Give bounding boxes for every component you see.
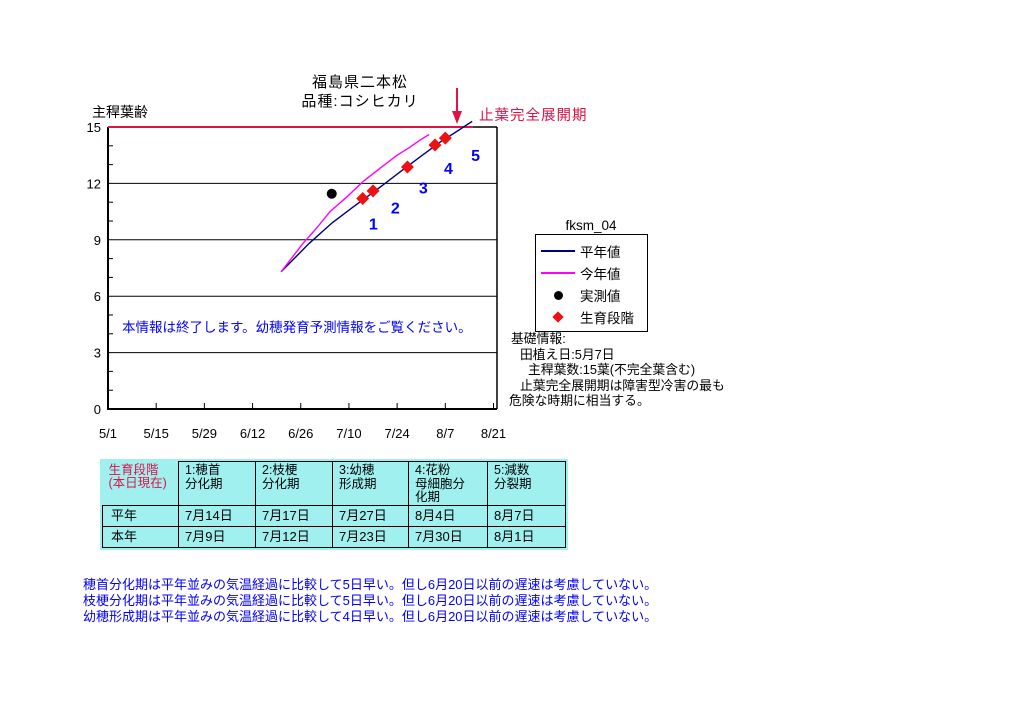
flag-leaf-note-2: 危険な時期に相当する。 [509, 393, 650, 408]
header-stage-4: 4:花粉 母細胞分 化期 [408, 461, 488, 506]
svg-text:9: 9 [94, 233, 101, 248]
legend-item-heinen: 平年値 [536, 240, 647, 262]
note-line-3: 幼穂形成期は平年並みの気温経過に比較して4日早い。但し6月20日以前の遅速は考慮… [83, 609, 658, 624]
header-stage-3: 3:幼穂 形成期 [332, 461, 409, 506]
cell-value: 7月9日 [178, 525, 256, 548]
flag-leaf-note-1: 止葉完全展開期は障害型冷害の最も [520, 377, 725, 393]
legend-box: 平年値 今年値 実測値 生育段階 [535, 234, 648, 332]
basic-info-heading: 基礎情報: [511, 331, 566, 346]
note-line-1: 穂首分化期は平年並みの気温経過に比較して5日早い。但し6月20日以前の遅速は考慮… [83, 577, 658, 592]
svg-text:3: 3 [94, 346, 101, 361]
svg-text:2: 2 [391, 200, 400, 217]
cell-value: 7月17日 [255, 504, 333, 527]
table-row: 平年 7月14日 7月17日 7月27日 8月4日 8月7日 [102, 504, 566, 527]
svg-text:0: 0 [94, 402, 101, 417]
table-row: 本年 7月9日 7月12日 7月23日 7月30日 8月1日 [102, 525, 566, 548]
table-header-row: 生育段階 (本日現在) 1:穂首 分化期 2:枝梗 分化期 3:幼穂 形成期 4… [103, 461, 566, 506]
cell-value: 7月14日 [178, 504, 256, 527]
header-stage-5: 5:減数 分裂期 [487, 461, 566, 506]
y-axis-title: 主稈葉齢 [92, 104, 148, 120]
legend-title: fksm_04 [565, 218, 617, 233]
cell-value: 7月27日 [332, 504, 409, 527]
header-stage-today: 生育段階 (本日現在) [108, 462, 167, 490]
svg-text:15: 15 [87, 120, 101, 135]
svg-text:8/21: 8/21 [481, 426, 506, 441]
chart-title-location: 福島県二本松 [311, 74, 408, 91]
svg-text:1: 1 [369, 216, 378, 233]
svg-text:5: 5 [471, 148, 480, 165]
growth-stage-table: 生育段階 (本日現在) 1:穂首 分化期 2:枝梗 分化期 3:幼穂 形成期 4… [100, 459, 568, 550]
note-line-2: 枝梗分化期は平年並みの気温経過に比較して5日早い。但し6月20日以前の遅速は考慮… [83, 593, 658, 608]
svg-text:4: 4 [444, 161, 453, 178]
cell-value: 7月23日 [332, 525, 409, 548]
legend-item-konen: 今年値 [536, 262, 647, 284]
cell-value: 7月30日 [408, 525, 488, 548]
planting-date: 田植え日:5月7日 [520, 346, 615, 362]
svg-text:3: 3 [419, 181, 428, 198]
analysis-notes: 穂首分化期は平年並みの気温経過に比較して5日早い。但し6月20日以前の遅速は考慮… [83, 577, 657, 625]
cell-value: 8月1日 [487, 525, 566, 548]
svg-text:12: 12 [87, 176, 101, 191]
svg-text:6/26: 6/26 [288, 426, 313, 441]
svg-text:7/10: 7/10 [336, 426, 361, 441]
header-stage-1: 1:穂首 分化期 [178, 461, 256, 506]
svg-text:6: 6 [94, 289, 101, 304]
svg-text:8/7: 8/7 [436, 426, 454, 441]
black-dot-swatch [536, 290, 580, 300]
legend-item-stage: 生育段階 [536, 306, 647, 328]
leaf-count: 主稈葉数:15葉(不完全葉含む) [528, 362, 696, 377]
row-label-this-year: 本年 [102, 525, 179, 548]
svg-text:7/24: 7/24 [384, 426, 409, 441]
basic-info-block: 基礎情報: 田植え日:5月7日 主稈葉数:15葉(不完全葉含む) 止葉完全展開期… [509, 331, 769, 409]
end-of-info-notice: 本情報は終了します。幼穂発育予測情報をご覧ください。 [122, 320, 472, 335]
magenta-line-swatch [536, 272, 580, 274]
cell-value: 7月12日 [255, 525, 333, 548]
svg-text:5/15: 5/15 [144, 426, 169, 441]
flag-leaf-stage-label: 止葉完全展開期 [479, 108, 588, 124]
svg-text:5/1: 5/1 [99, 426, 117, 441]
legend-item-measured: 実測値 [536, 284, 647, 306]
header-stage-2: 2:枝梗 分化期 [255, 461, 333, 506]
svg-text:6/12: 6/12 [240, 426, 265, 441]
navy-line-swatch [536, 250, 580, 252]
svg-text:5/29: 5/29 [192, 426, 217, 441]
chart-title-variety: 品種:コシヒカリ [301, 93, 419, 110]
red-diamond-swatch [536, 311, 580, 323]
cell-value: 8月7日 [487, 504, 566, 527]
cell-value: 8月4日 [408, 504, 488, 527]
row-label-normal-year: 平年 [102, 504, 179, 527]
